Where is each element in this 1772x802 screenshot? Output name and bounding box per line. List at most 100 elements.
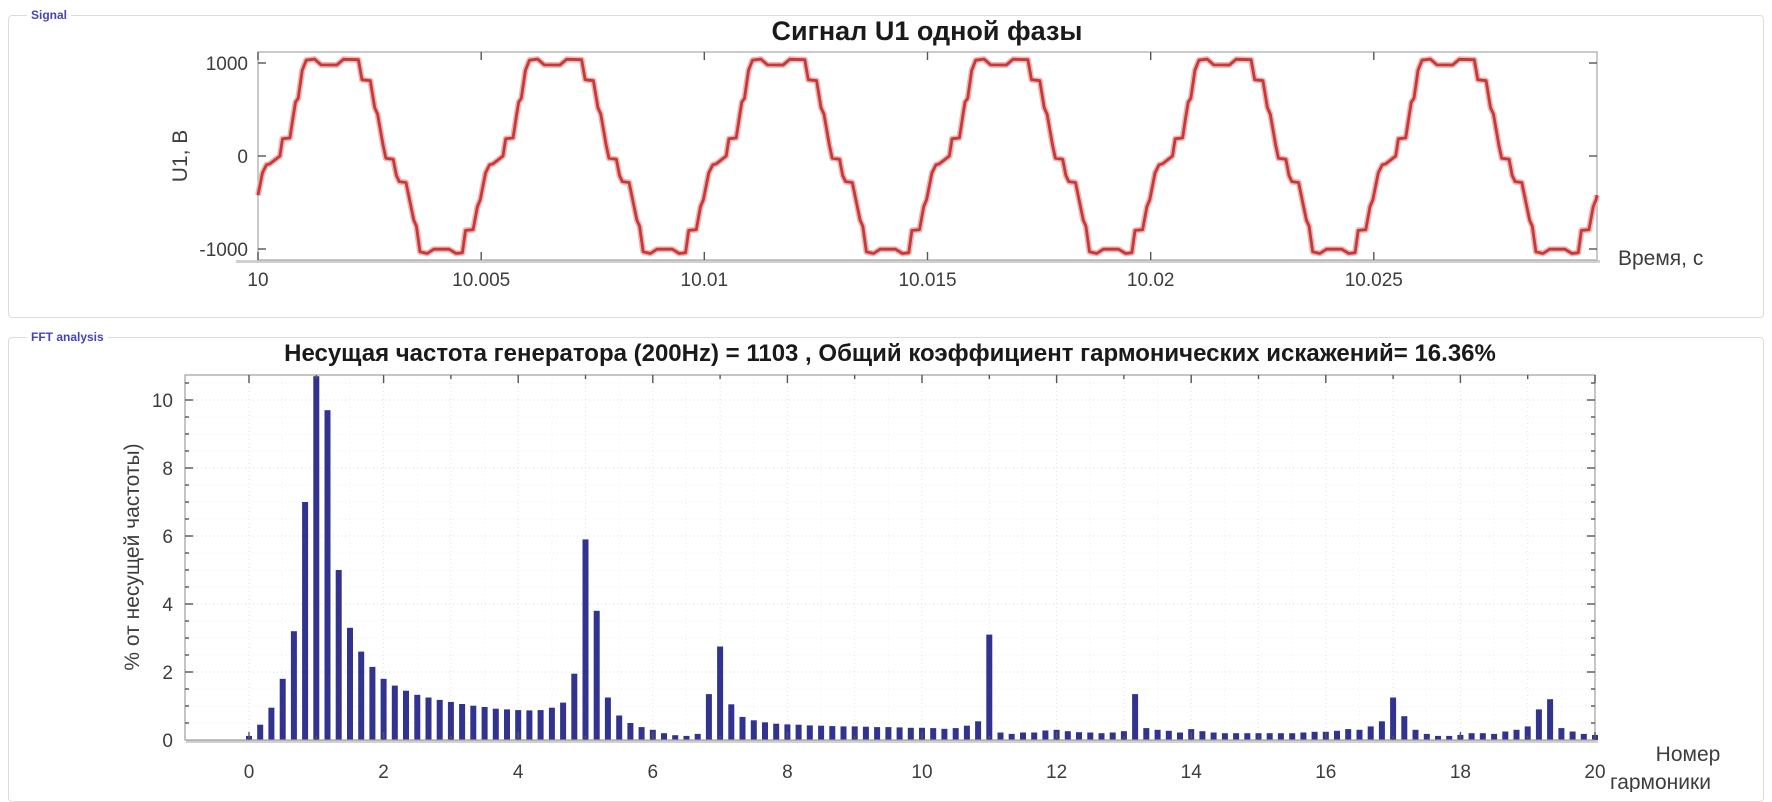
- fft-bar: [1233, 733, 1240, 740]
- fft-bar: [1367, 726, 1374, 740]
- fft-bar: [470, 705, 477, 740]
- fft-bar: [1535, 709, 1542, 740]
- x-tick-label: 2: [378, 762, 389, 783]
- fft-bar: [447, 701, 454, 740]
- x-tick-label: 16: [1315, 762, 1336, 783]
- fft-bar: [1177, 732, 1183, 740]
- fft-bar: [616, 715, 623, 740]
- fft-bar: [1020, 732, 1026, 740]
- fft-group-label: FFT analysis: [27, 330, 108, 344]
- fft-bar: [1311, 731, 1318, 740]
- fft-bar: [1109, 732, 1116, 740]
- fft-plot-box: [184, 374, 1596, 741]
- fft-title: Несущая частота генератора (200Hz) = 110…: [284, 340, 1496, 367]
- y-tick-label: -1000: [199, 240, 248, 261]
- fft-bar: [1154, 729, 1161, 740]
- fft-bar: [739, 716, 746, 740]
- signal-xlabel: Время, с: [1618, 247, 1703, 270]
- fft-bar: [358, 651, 365, 740]
- signal-ticks: [257, 52, 1597, 260]
- fft-bar: [885, 727, 892, 740]
- fft-bar: [335, 570, 342, 740]
- fft-bar: [582, 539, 589, 740]
- fft-xlabel-line1: Номер: [1656, 743, 1721, 766]
- y-tick-label: 6: [162, 527, 173, 548]
- x-tick-label: 8: [782, 762, 793, 783]
- fft-bar: [425, 697, 432, 740]
- fft-bar: [1378, 721, 1385, 740]
- signal-ylabel: U1, В: [169, 130, 192, 183]
- fft-bar: [1132, 694, 1139, 740]
- fft-bar: [1468, 733, 1475, 740]
- fft-bar: [1087, 732, 1094, 740]
- fft-bar: [515, 710, 522, 740]
- y-tick-label: 0: [162, 731, 173, 752]
- fft-bar: [818, 725, 825, 740]
- x-tick-label: 14: [1181, 762, 1203, 783]
- fft-bar: [403, 690, 409, 740]
- fft-bar: [290, 631, 297, 740]
- fft-bar: [526, 710, 533, 740]
- fft-bar: [324, 410, 331, 740]
- fft-bar: [257, 724, 264, 740]
- fft-bar: [593, 610, 600, 740]
- fft-bar: [380, 678, 387, 740]
- fft-bar: [1143, 728, 1150, 740]
- fft-bar: [537, 710, 544, 740]
- fft-bar: [997, 732, 1004, 740]
- fft-bar: [1120, 731, 1127, 740]
- fft-bar: [1277, 733, 1284, 740]
- fft-bar: [705, 694, 712, 740]
- fft-bar: [1502, 731, 1509, 740]
- fft-bar: [1031, 732, 1038, 740]
- fft-tick-labels: 0 2 4 6 8 10 12 14 16 18 20 0 2 4 6 8 10: [152, 391, 1606, 783]
- fft-bar: [986, 634, 993, 740]
- signal-panel: Signal: [8, 8, 1764, 318]
- y-tick-label: 10: [152, 391, 173, 412]
- fft-bar: [683, 735, 690, 740]
- fft-bar: [907, 727, 914, 740]
- fft-bar: [302, 502, 309, 740]
- fft-bar: [1390, 697, 1397, 740]
- fft-bar: [672, 735, 679, 740]
- fft-bar: [1098, 733, 1105, 740]
- x-tick-label: 10.005: [452, 270, 510, 291]
- y-tick-label: 2: [162, 663, 173, 684]
- x-tick-label: 10: [247, 270, 268, 291]
- fft-bar: [862, 726, 869, 740]
- fft-bar: [963, 725, 970, 740]
- fft-bar: [795, 724, 802, 740]
- fft-bar: [347, 627, 353, 740]
- y-tick-label: 0: [237, 147, 248, 168]
- fft-bar: [1334, 730, 1340, 740]
- fft-bar: [1558, 728, 1565, 740]
- fft-bar: [1435, 735, 1441, 740]
- fft-bar: [1401, 716, 1408, 740]
- signal-waveform: [255, 56, 1600, 257]
- signal-chart: 10 10.005 10.01 10.015 10.02 10.025 1000 0 -1000…: [169, 16, 1703, 291]
- fft-bar: [829, 726, 836, 740]
- fft-bar: [1076, 732, 1082, 740]
- signal-title: Сигнал U1 одной фазы: [772, 16, 1083, 46]
- fft-bar: [414, 694, 421, 740]
- fft-bar: [1008, 733, 1015, 740]
- fft-bar: [1042, 730, 1049, 740]
- fft-chart: 0 2 4 6 8 10 12 14 16 18 20 0 2 4 6 8 10 Несущая частота…: [121, 340, 1721, 792]
- x-tick-label: 10.025: [1345, 270, 1403, 291]
- fft-bar: [627, 723, 634, 740]
- x-tick-label: 10.02: [1127, 270, 1175, 291]
- x-tick-label: 10.015: [898, 270, 956, 291]
- fft-bar: [1244, 733, 1251, 740]
- fft-bar: [481, 707, 488, 740]
- fft-bar: [1569, 731, 1576, 740]
- fft-bar: [750, 720, 757, 740]
- fft-bar: [952, 728, 959, 740]
- fft-bar: [1064, 731, 1071, 740]
- y-tick-label: 8: [162, 459, 173, 480]
- fft-bar: [1547, 699, 1554, 740]
- fft-bar: [1479, 733, 1486, 740]
- fft-bar: [1524, 726, 1531, 740]
- x-tick-label: 0: [244, 762, 255, 783]
- fft-bar: [459, 704, 466, 740]
- fft-bar: [1513, 729, 1520, 740]
